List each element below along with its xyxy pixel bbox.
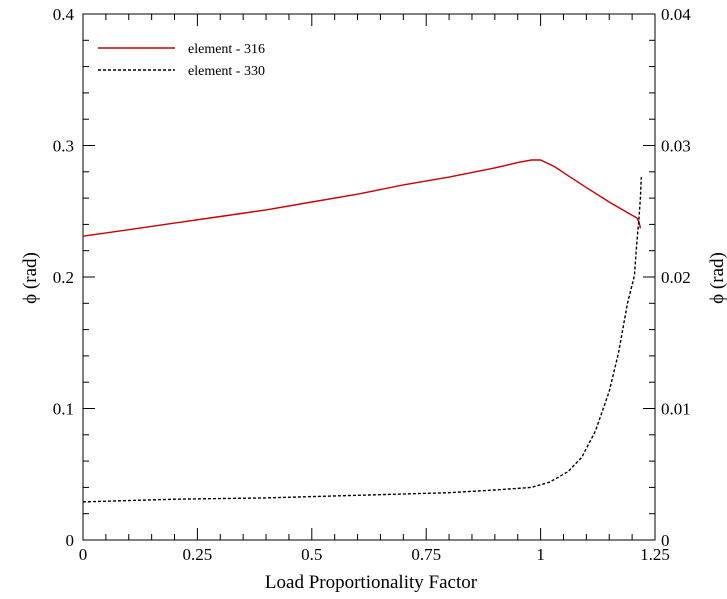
y-right-tick-label: 0 xyxy=(661,531,670,550)
y-right-tick-label: 0.03 xyxy=(661,137,691,156)
x-tick-label: 0.25 xyxy=(183,545,213,564)
y-right-tick-label: 0.04 xyxy=(661,5,691,24)
series-line-0 xyxy=(82,159,642,237)
x-axis-title: Load Proportionality Factor xyxy=(265,572,478,593)
x-tick-label: 0.5 xyxy=(301,545,322,564)
y-left-axis-title: ϕ (rad) xyxy=(20,252,41,304)
y-left-tick-label: 0.2 xyxy=(53,268,74,287)
legend-label-1: element - 330 xyxy=(188,64,265,79)
x-tick-label: 1.25 xyxy=(640,545,670,564)
x-tick-label: 0 xyxy=(79,545,88,564)
y-right-axis-title: ϕ (rad) xyxy=(707,252,727,304)
x-tick-label: 1 xyxy=(536,545,545,564)
y-left-tick-label: 0.4 xyxy=(53,5,75,24)
plot-frame xyxy=(82,13,656,541)
legend-label-0: element - 316 xyxy=(188,42,265,57)
y-right-tick-label: 0.01 xyxy=(661,400,691,419)
x-tick-label: 0.75 xyxy=(411,545,441,564)
y-left-tick-label: 0.3 xyxy=(53,137,74,156)
y-left-tick-label: 0.1 xyxy=(53,400,74,419)
series-line-1 xyxy=(82,177,642,503)
y-left-tick-label: 0 xyxy=(66,531,75,550)
y-right-tick-label: 0.02 xyxy=(661,268,691,287)
